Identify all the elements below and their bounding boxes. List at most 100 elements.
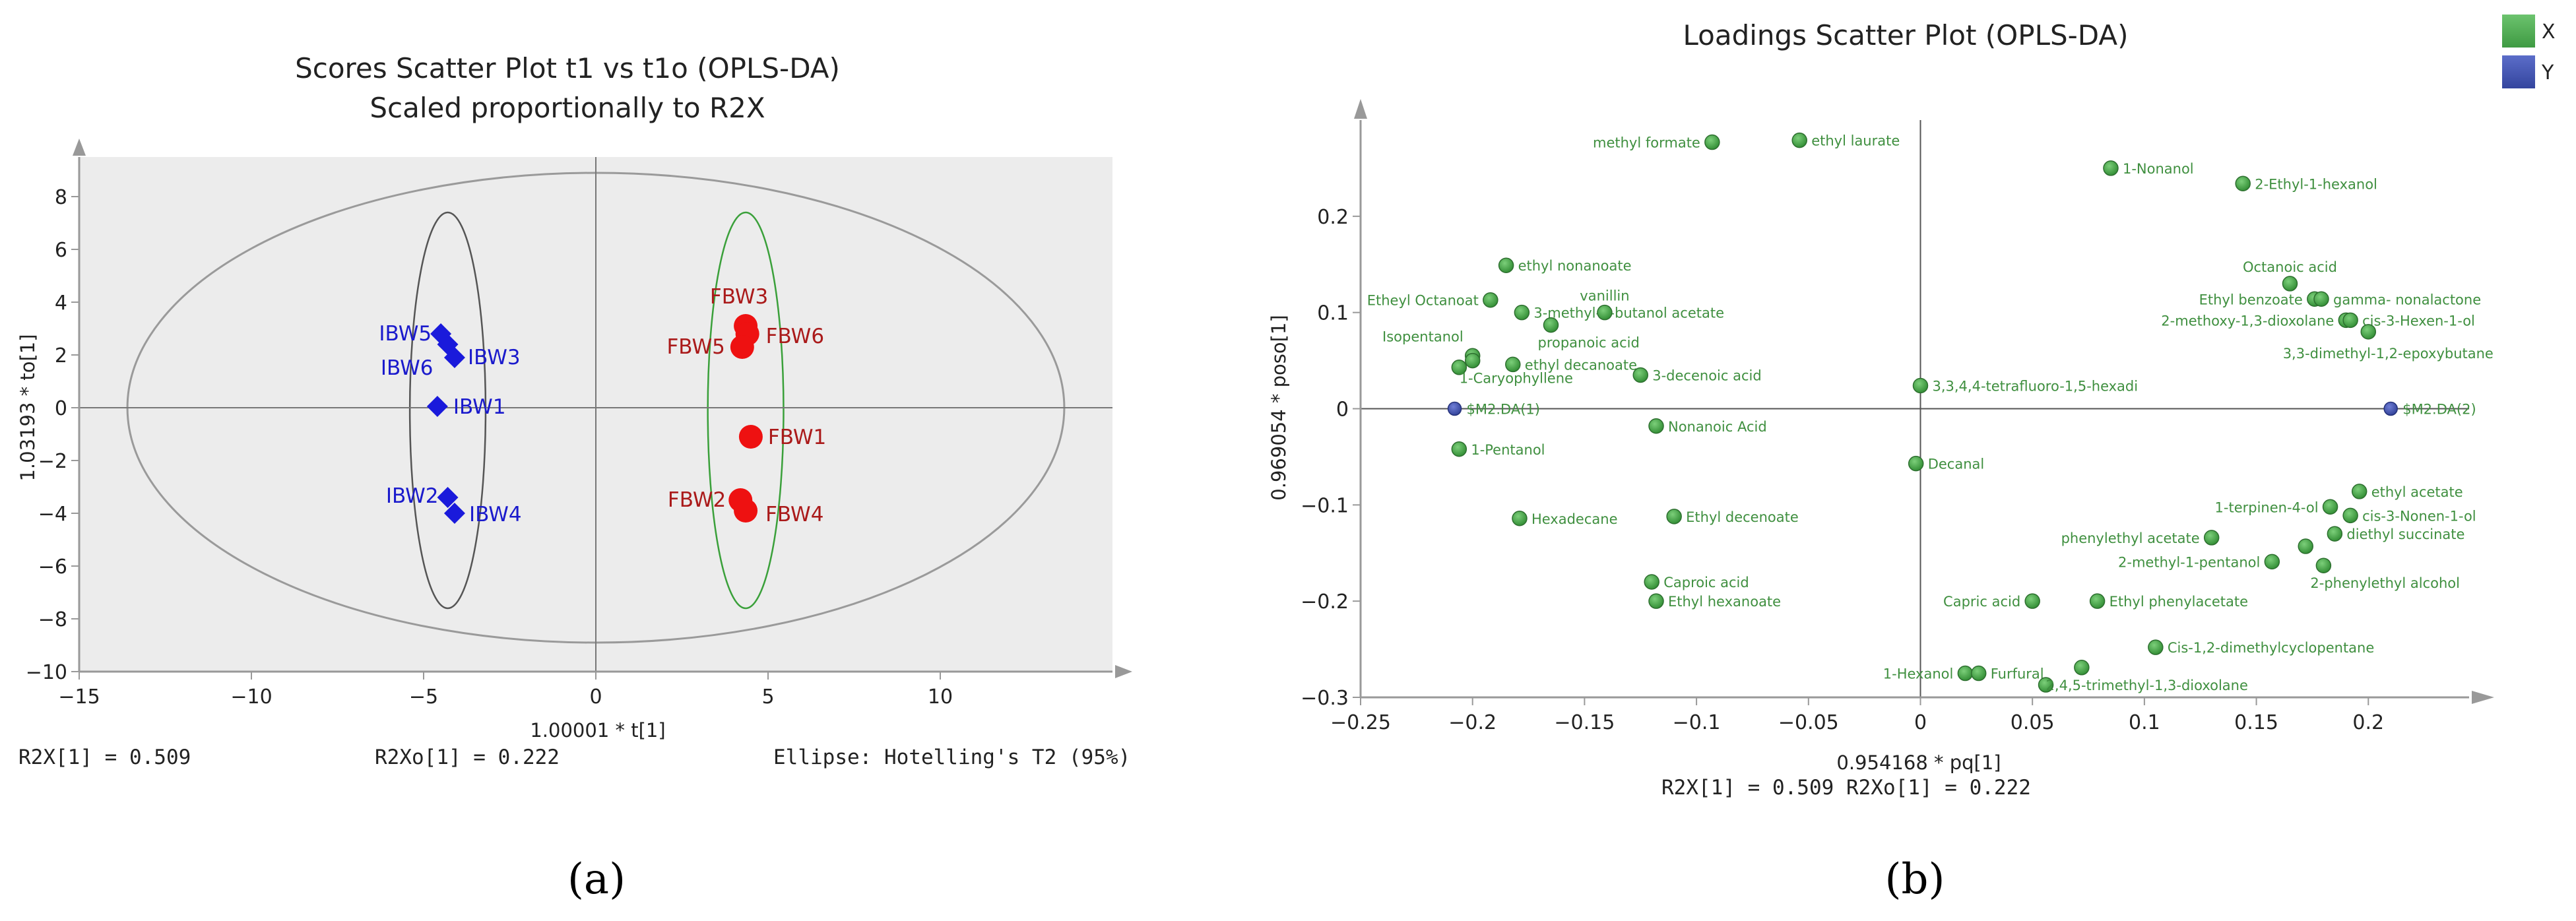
legend-swatch-y: [2502, 55, 2535, 88]
loading-point-ethyl-nonanoate: [1498, 257, 1514, 273]
scores-y-tick-label: −8: [38, 608, 67, 631]
scores-y-tick-label: −6: [38, 556, 67, 579]
loading-point-1-hexanol: [1957, 665, 1974, 682]
loading-label-2-ethyl-1-hexanol: 2-Ethyl-1-hexanol: [2255, 176, 2377, 192]
legend-label-y: Y: [2541, 61, 2554, 84]
loadings-y-tick-label: −0.3: [1301, 687, 1349, 710]
loadings-y-tick-label: 0.1: [1317, 302, 1349, 325]
loading-label-decanal: Decanal: [1928, 457, 1985, 472]
loading-point-3-3-4-4-tetrafluoro-1-5-hexadi: [1912, 377, 1929, 394]
loading-label-ethyl-benzoate: Ethyl benzoate: [2199, 292, 2303, 307]
loading-label-ethyl-acetate: ethyl acetate: [2371, 484, 2463, 500]
loadings-panel: Loadings Scatter Plot (OPLS-DA) X Y −0.2…: [1268, 15, 2556, 904]
legend-swatch-x: [2502, 15, 2535, 48]
scores-y-tick-label: 4: [55, 292, 67, 315]
scores-x-tick-label: −15: [58, 685, 100, 709]
scores-points: IBW5 IBW6 IBW3 IBW1 IBW2 IBW4 FBW3 FBW6 FBW5 FBW1…: [379, 285, 826, 526]
score-label-fbw1: FBW1: [768, 426, 826, 449]
scores-y-axis-label: 1.03193 * to[1]: [16, 334, 39, 481]
loading-point-gamma-nonalactone: [2313, 291, 2329, 307]
loading-point-3-methyl-1-butanol-acetate: [1514, 304, 1530, 321]
scores-y-tick-label: −10: [26, 661, 67, 684]
scores-x-axis-arrow: [1115, 665, 1132, 678]
loading-point-diethyl-succinate: [2327, 526, 2343, 542]
scores-y-tick-label: 6: [55, 239, 67, 262]
loading-label-2-methoxy-1-3-dioxolane: 2-methoxy-1,3-dioxolane: [2161, 313, 2334, 329]
loadings-y-axis-label: 0.969054 * poso[1]: [1268, 315, 1290, 500]
loading-point-unlabeled: [1451, 360, 1467, 375]
score-point-fbw4: [734, 499, 758, 523]
loadings-stats: R2X[1] = 0.509 R2Xo[1] = 0.222: [1661, 776, 2031, 800]
scores-axes: [71, 139, 1132, 680]
loading-point-vanillin: [1597, 304, 1613, 321]
loadings-x-tick-label: 0.05: [2011, 711, 2055, 734]
loading-point-2-methyl-1-pentanol: [2264, 554, 2280, 570]
scores-y-tick-label: 2: [55, 344, 67, 367]
loading-label-propanoic-acid: propanoic acid: [1537, 335, 1639, 351]
loading-point-2-ethyl-1-hexanol: [2235, 175, 2251, 191]
loading-label-2-methyl-1-pentanol: 2-methyl-1-pentanol: [2118, 554, 2260, 570]
loadings-y-tick-label: 0.2: [1317, 206, 1349, 229]
score-point-ibw4: [443, 503, 465, 524]
loading-label-1-hexanol: 1-Hexanol: [1883, 666, 1954, 682]
scores-subtitle: Scaled proportionally to R2X: [370, 92, 765, 124]
loadings-y-tick-label: −0.1: [1301, 494, 1349, 517]
loadings-x-tick-label: 0.1: [2129, 711, 2160, 734]
score-label-ibw6: IBW6: [381, 356, 434, 380]
loading-label-2-4-5-trimethyl-1-3-dioxolane: 2,4,5-trimethyl-1,3-dioxolane: [2046, 678, 2248, 693]
loading-label-methyl-formate: methyl formate: [1593, 135, 1700, 151]
score-point-fbw5: [730, 335, 754, 359]
loading-label-3-decenoic-acid: 3-decenoic acid: [1652, 367, 1761, 383]
scores-panel: Scores Scatter Plot t1 vs t1o (OPLS-DA) …: [16, 52, 1132, 904]
score-label-ibw3: IBW3: [468, 346, 521, 369]
legend: X Y: [2502, 15, 2556, 88]
loadings-x-tick-label: 0: [1914, 711, 1927, 734]
scores-y-tick-label: −2: [38, 450, 67, 473]
loading-label-1-nonanol: 1-Nonanol: [2123, 161, 2194, 177]
loading-point-1-terpinen-4-ol: [2322, 499, 2338, 515]
loading-point-ethyl-phenylacetate: [2089, 593, 2106, 609]
score-point-ibw1: [426, 396, 448, 417]
loading-label-cis-1-2-dimethylcyclopentane: Cis-1,2-dimethylcyclopentane: [2168, 640, 2374, 656]
loading-label-nonanoic-acid: Nonanoic Acid: [1668, 419, 1767, 435]
scores-x-axis-label: 1.00001 * t[1]: [530, 719, 665, 742]
group-ellipse-fbw: [707, 211, 785, 610]
scores-x-tick-label: 10: [928, 685, 953, 709]
loading-label-isopentanol: Isopentanol: [1382, 329, 1464, 344]
scores-x-tick-label: −5: [409, 685, 438, 709]
loading-point-cis-3-hexen-1-ol: [2342, 312, 2358, 329]
loading-point-etheyl-octanoat: [1483, 292, 1498, 308]
score-label-fbw3: FBW3: [710, 285, 768, 309]
loading-label-phenylethyl-acetate: phenylethyl acetate: [2061, 530, 2200, 546]
loading-point-2-phenylethyl-alcohol: [2315, 557, 2332, 573]
loadings-x-tick-label: −0.2: [1448, 711, 1497, 734]
loading-label-ethyl-decanoate: ethyl decanoate: [1525, 357, 1637, 373]
loadings-x-tick-label: −0.1: [1673, 711, 1721, 734]
loading-point-decanal: [1908, 455, 1924, 472]
score-label-ibw2: IBW2: [386, 484, 439, 508]
loadings-x-tick-label: −0.05: [1778, 711, 1839, 734]
score-label-ibw4: IBW4: [469, 503, 522, 526]
score-label-fbw5: FBW5: [666, 335, 724, 359]
scores-x-tick-label: 5: [761, 685, 774, 709]
scores-x-tick-label: −10: [230, 685, 272, 709]
scores-ellipse-note: Ellipse: Hotelling's T2 (95%): [773, 746, 1130, 769]
loading-label-etheyl-octanoat: Etheyl Octanoat: [1367, 293, 1479, 309]
scores-y-tick-label: −4: [38, 503, 67, 526]
loading-point-octanoic-acid: [2282, 276, 2298, 292]
loading-point-m2-da-1: [1447, 401, 1462, 416]
loading-point-unlabeled: [2074, 660, 2090, 676]
loadings-x-tick-label: 0.15: [2234, 711, 2278, 734]
scores-y-axis-arrow: [73, 139, 86, 156]
score-label-ibw1: IBW1: [453, 395, 506, 419]
loading-point-hexadecane: [1512, 511, 1528, 526]
score-label-ibw5: IBW5: [379, 322, 432, 346]
score-point-fbw1: [738, 425, 763, 449]
loadings-x-tick-label: 0.2: [2352, 711, 2384, 734]
loading-point-unlabeled: [2298, 538, 2313, 554]
caption-a: (a): [567, 855, 626, 904]
loading-point-3-3-dimethyl-1-2-epoxybutane: [2360, 324, 2377, 340]
scores-y-tick-label: 0: [55, 397, 67, 420]
loading-point-3-decenoic-acid: [1632, 367, 1648, 383]
loadings-y-tick-label: −0.2: [1301, 590, 1349, 614]
